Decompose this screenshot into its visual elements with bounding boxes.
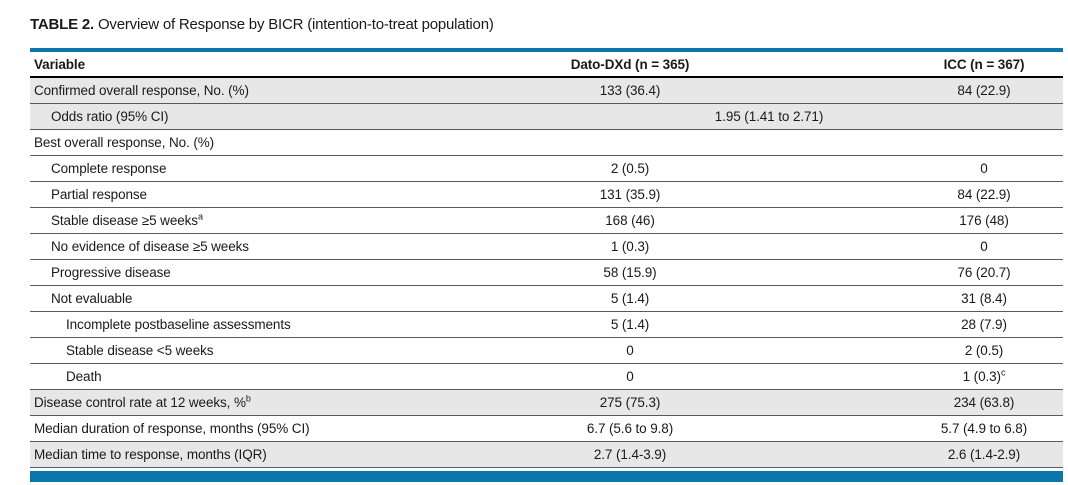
dato-value: 131 (35.9): [475, 181, 785, 208]
icc-value: 176 (48): [785, 207, 1063, 234]
row-label: Stable disease ≥5 weeksa: [30, 207, 475, 234]
table-caption-text: Overview of Response by BICR (intention-…: [97, 16, 494, 33]
icc-value: 5.7 (4.9 to 6.8): [785, 415, 1063, 442]
table-row: Stable disease ≥5 weeksa 168 (46) 176 (4…: [30, 207, 1063, 234]
column-header-variable: Variable: [30, 52, 475, 78]
header-row: Variable Dato-DXd (n = 365) ICC (n = 367…: [30, 52, 1063, 78]
footnote-marker-a: a: [197, 211, 203, 222]
dato-value: 58 (15.9): [475, 259, 785, 286]
icc-value: 84 (22.9): [785, 181, 1063, 208]
row-label: Odds ratio (95% CI): [30, 103, 475, 130]
table-row: Odds ratio (95% CI) 1.95 (1.41 to 2.71): [30, 103, 1063, 130]
footnote-marker-b: b: [245, 393, 251, 404]
row-label: Best overall response, No. (%): [30, 129, 475, 156]
icc-value: 234 (63.8): [785, 389, 1063, 416]
table-row: Best overall response, No. (%): [30, 129, 1063, 156]
dato-value: [475, 129, 785, 156]
dato-value: 2.7 (1.4-3.9): [475, 441, 785, 468]
table-caption-label: TABLE 2.: [30, 16, 94, 33]
row-label: Death: [30, 363, 475, 390]
row-label: Complete response: [30, 155, 475, 182]
row-label: Incomplete postbaseline assessments: [30, 311, 475, 338]
table-row: Progressive disease 58 (15.9) 76 (20.7): [30, 259, 1063, 286]
table-content: TABLE 2. Overview of Response by BICR (i…: [30, 0, 1063, 482]
icc-value: 1 (0.3)c: [785, 363, 1063, 390]
table-row: Confirmed overall response, No. (%) 133 …: [30, 77, 1063, 104]
dato-value: 168 (46): [475, 207, 785, 234]
icc-value: 28 (7.9): [785, 311, 1063, 338]
column-header-dato-dxd: Dato-DXd (n = 365): [475, 52, 785, 78]
dato-value: 5 (1.4): [475, 311, 785, 338]
table-row: Stable disease <5 weeks 0 2 (0.5): [30, 337, 1063, 364]
table-row: Complete response 2 (0.5) 0: [30, 155, 1063, 182]
table-row: Death 0 1 (0.3)c: [30, 363, 1063, 390]
dato-value: 0: [475, 337, 785, 364]
row-label: Progressive disease: [30, 259, 475, 286]
icc-value: 31 (8.4): [785, 285, 1063, 312]
column-header-icc: ICC (n = 367): [785, 52, 1063, 78]
table-row: Median time to response, months (IQR) 2.…: [30, 441, 1063, 468]
table-row: Median duration of response, months (95%…: [30, 415, 1063, 442]
bottom-accent-bar: [30, 471, 1063, 482]
row-label: Not evaluable: [30, 285, 475, 312]
dato-value: 6.7 (5.6 to 9.8): [475, 415, 785, 442]
response-results-table: Variable Dato-DXd (n = 365) ICC (n = 367…: [30, 52, 1063, 468]
table-row: Disease control rate at 12 weeks, %b 275…: [30, 389, 1063, 416]
table-row: No evidence of disease ≥5 weeks 1 (0.3) …: [30, 233, 1063, 260]
row-label: Disease control rate at 12 weeks, %b: [30, 389, 475, 416]
row-label: No evidence of disease ≥5 weeks: [30, 233, 475, 260]
row-label: Confirmed overall response, No. (%): [30, 77, 475, 104]
footnote-marker-c: c: [1000, 367, 1006, 378]
table-row: Not evaluable 5 (1.4) 31 (8.4): [30, 285, 1063, 312]
table-caption: TABLE 2. Overview of Response by BICR (i…: [30, 0, 1063, 34]
row-label: Median time to response, months (IQR): [30, 441, 475, 468]
icc-value: 84 (22.9): [785, 77, 1063, 104]
dato-value: 275 (75.3): [475, 389, 785, 416]
top-accent-bar: [30, 48, 1063, 52]
dato-value: 5 (1.4): [475, 285, 785, 312]
merged-odds-ratio-value: 1.95 (1.41 to 2.71): [475, 103, 1063, 130]
row-label: Median duration of response, months (95%…: [30, 415, 475, 442]
dato-value: 1 (0.3): [475, 233, 785, 260]
icc-value: 0: [785, 155, 1063, 182]
dato-value: 0: [475, 363, 785, 390]
row-label: Partial response: [30, 181, 475, 208]
icc-value: 76 (20.7): [785, 259, 1063, 286]
dato-value: 2 (0.5): [475, 155, 785, 182]
dato-value: 133 (36.4): [475, 77, 785, 104]
table-row: Partial response 131 (35.9) 84 (22.9): [30, 181, 1063, 208]
icc-value: [785, 129, 1063, 156]
icc-value: 2.6 (1.4-2.9): [785, 441, 1063, 468]
icc-value: 0: [785, 233, 1063, 260]
icc-value: 2 (0.5): [785, 337, 1063, 364]
table-row: Incomplete postbaseline assessments 5 (1…: [30, 311, 1063, 338]
row-label: Stable disease <5 weeks: [30, 337, 475, 364]
